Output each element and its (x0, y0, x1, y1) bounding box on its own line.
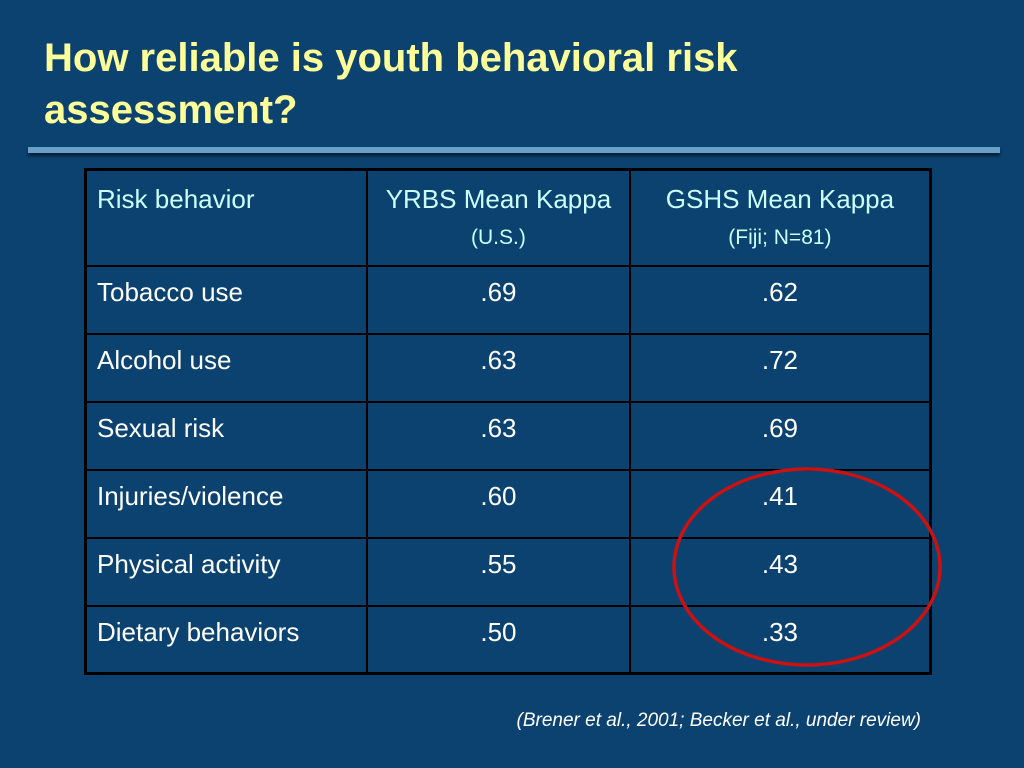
cell-yrbs: .50 (366, 604, 631, 675)
cell-gshs: .72 (628, 332, 932, 403)
table-row: Physical activity .55 .43 (84, 536, 932, 607)
table-row: Alcohol use .63 .72 (84, 332, 932, 403)
cell-gshs: .41 (628, 468, 932, 539)
header-gshs-sub: (Fiji; N=81) (728, 226, 832, 249)
header-risk-behavior-label: Risk behavior (97, 184, 255, 214)
cell-behavior: Injuries/violence (84, 468, 368, 539)
header-yrbs: YRBS Mean Kappa (U.S.) (366, 168, 631, 267)
table-row: Injuries/violence .60 .41 (84, 468, 932, 539)
table-row: Sexual risk .63 .69 (84, 400, 932, 471)
cell-yrbs: .55 (366, 536, 631, 607)
cell-yrbs: .69 (366, 264, 631, 335)
slide-title: How reliable is youth behavioral risk as… (44, 36, 738, 132)
header-gshs-label: GSHS Mean Kappa (665, 184, 895, 214)
citation: (Brener et al., 2001; Becker et al., und… (516, 710, 921, 731)
table-header-row: Risk behavior YRBS Mean Kappa (U.S.) GSH… (84, 168, 932, 267)
cell-yrbs: .63 (366, 400, 631, 471)
header-yrbs-label: YRBS Mean Kappa (385, 184, 612, 214)
title-divider (28, 147, 1000, 153)
cell-behavior: Tobacco use (84, 264, 368, 335)
cell-yrbs: .63 (366, 332, 631, 403)
cell-behavior: Dietary behaviors (84, 604, 368, 675)
cell-gshs: .69 (628, 400, 932, 471)
header-risk-behavior: Risk behavior (84, 168, 368, 267)
table-row: Tobacco use .69 .62 (84, 264, 932, 335)
cell-behavior: Sexual risk (84, 400, 368, 471)
header-yrbs-sub: (U.S.) (471, 226, 526, 249)
cell-gshs: .62 (628, 264, 932, 335)
cell-gshs: .43 (628, 536, 932, 607)
header-gshs: GSHS Mean Kappa (Fiji; N=81) (628, 168, 932, 267)
cell-behavior: Physical activity (84, 536, 368, 607)
cell-yrbs: .60 (366, 468, 631, 539)
cell-behavior: Alcohol use (84, 332, 368, 403)
table-row: Dietary behaviors .50 .33 (84, 604, 932, 675)
cell-gshs: .33 (628, 604, 932, 675)
kappa-table: Risk behavior YRBS Mean Kappa (U.S.) GSH… (84, 168, 932, 675)
